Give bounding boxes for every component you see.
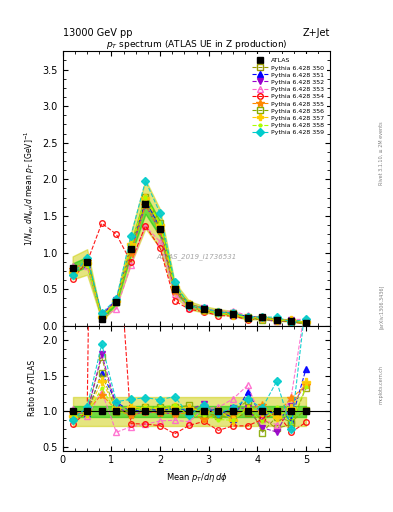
Text: [arXiv:1306.3436]: [arXiv:1306.3436]	[379, 285, 384, 329]
Title: $p_T$ spectrum (ATLAS UE in Z production): $p_T$ spectrum (ATLAS UE in Z production…	[106, 38, 287, 51]
X-axis label: Mean $p_T/d\eta\,d\phi$: Mean $p_T/d\eta\,d\phi$	[165, 471, 228, 484]
Y-axis label: Ratio to ATLAS: Ratio to ATLAS	[28, 360, 37, 416]
ATLAS	[260, 314, 264, 321]
ATLAS	[114, 299, 119, 305]
Text: mcplots.cern.ch: mcplots.cern.ch	[379, 365, 384, 403]
Text: ATLAS_2019_I1736531: ATLAS_2019_I1736531	[156, 254, 237, 261]
Y-axis label: $1/N_{ev}\ dN_{ev}/d$ mean $p_T\ [\mathrm{GeV}]^{-1}$: $1/N_{ev}\ dN_{ev}/d$ mean $p_T\ [\mathr…	[22, 131, 37, 246]
ATLAS	[172, 286, 177, 292]
ATLAS	[274, 316, 279, 323]
ATLAS	[289, 317, 294, 324]
Text: Z+Jet: Z+Jet	[303, 28, 330, 38]
ATLAS	[70, 265, 75, 271]
Legend: ATLAS, Pythia 6.428 350, Pythia 6.428 351, Pythia 6.428 352, Pythia 6.428 353, P: ATLAS, Pythia 6.428 350, Pythia 6.428 35…	[249, 54, 327, 138]
ATLAS	[303, 320, 308, 326]
ATLAS	[216, 309, 221, 315]
ATLAS	[231, 310, 235, 316]
ATLAS	[187, 302, 191, 308]
ATLAS	[158, 226, 162, 232]
ATLAS	[245, 315, 250, 321]
Line: ATLAS: ATLAS	[69, 201, 309, 327]
Text: 13000 GeV pp: 13000 GeV pp	[63, 28, 132, 38]
Text: Rivet 3.1.10, ≥ 2M events: Rivet 3.1.10, ≥ 2M events	[379, 122, 384, 185]
ATLAS	[99, 316, 104, 323]
ATLAS	[143, 201, 148, 207]
ATLAS	[129, 246, 133, 252]
ATLAS	[85, 259, 90, 265]
ATLAS	[202, 306, 206, 312]
